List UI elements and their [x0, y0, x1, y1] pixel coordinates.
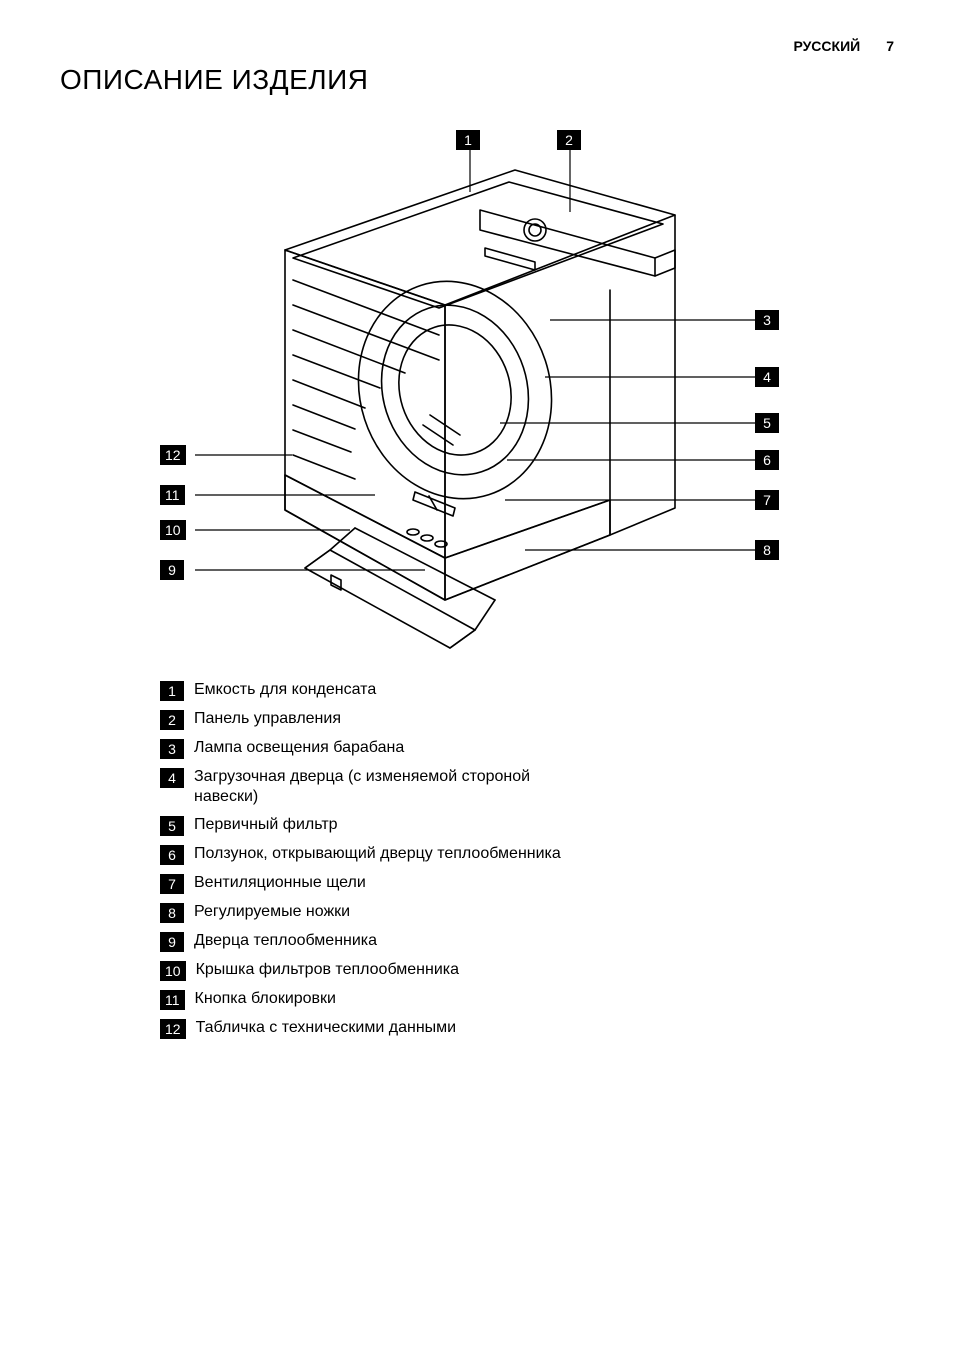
callout-9: 9	[160, 560, 184, 580]
language-label: РУССКИЙ	[793, 38, 860, 54]
legend-badge: 11	[160, 990, 185, 1010]
legend-item-6: 6 Ползунок, открывающий дверцу теплообмен…	[160, 844, 590, 865]
legend-item-2: 2 Панель управления	[160, 709, 590, 730]
legend-text: Дверца теплообменника	[194, 931, 377, 951]
legend-item-10: 10 Крышка фильтров теплообменника	[160, 960, 590, 981]
callout-4: 4	[755, 367, 779, 387]
legend-badge: 10	[160, 961, 186, 981]
callout-3: 3	[755, 310, 779, 330]
legend-badge: 4	[160, 768, 184, 788]
legend-item-8: 8 Регулируемые ножки	[160, 902, 590, 923]
legend-item-9: 9 Дверца теплообменника	[160, 931, 590, 952]
callout-1: 1	[456, 130, 480, 150]
header-row: РУССКИЙ 7	[60, 38, 894, 54]
page: РУССКИЙ 7 ОПИСАНИЕ ИЗДЕЛИЯ	[0, 0, 954, 1352]
legend-badge: 12	[160, 1019, 186, 1039]
legend-list: 1 Емкость для конденсата 2 Панель управлени…	[160, 680, 590, 1039]
callout-8: 8	[755, 540, 779, 560]
callout-7: 7	[755, 490, 779, 510]
legend-badge: 3	[160, 739, 184, 759]
legend-badge: 7	[160, 874, 184, 894]
legend-item-7: 7 Вентиляционные щели	[160, 873, 590, 894]
callout-5: 5	[755, 413, 779, 433]
legend-text: Регулируемые ножки	[194, 902, 350, 922]
legend-text: Табличка с техническими данными	[196, 1018, 457, 1038]
legend-text: Емкость для конденсата	[194, 680, 376, 700]
callout-2: 2	[557, 130, 581, 150]
page-title: ОПИСАНИЕ ИЗДЕЛИЯ	[60, 64, 894, 96]
callout-12: 12	[160, 445, 186, 465]
legend-badge: 9	[160, 932, 184, 952]
legend-item-4: 4 Загрузочная дверца (с изменяемой сторон…	[160, 767, 590, 807]
diagram-svg	[155, 130, 895, 650]
legend-badge: 5	[160, 816, 184, 836]
legend-item-11: 11 Кнопка блокировки	[160, 989, 590, 1010]
legend-badge: 8	[160, 903, 184, 923]
product-diagram: 123456781211109	[155, 130, 895, 650]
callout-6: 6	[755, 450, 779, 470]
legend-badge: 6	[160, 845, 184, 865]
legend-text: Загрузочная дверца (с изменяемой стороно…	[194, 767, 590, 807]
legend-item-5: 5 Первичный фильтр	[160, 815, 590, 836]
legend-text: Ползунок, открывающий дверцу теплообменн…	[194, 844, 561, 864]
legend-badge: 1	[160, 681, 184, 701]
legend-text: Вентиляционные щели	[194, 873, 366, 893]
legend-text: Лампа освещения барабана	[194, 738, 404, 758]
legend-item-3: 3 Лампа освещения барабана	[160, 738, 590, 759]
legend-text: Крышка фильтров теплообменника	[196, 960, 459, 980]
legend-item-12: 12 Табличка с техническими данными	[160, 1018, 590, 1039]
callout-11: 11	[160, 485, 185, 505]
legend-text: Панель управления	[194, 709, 341, 729]
legend-badge: 2	[160, 710, 184, 730]
callout-10: 10	[160, 520, 186, 540]
page-number: 7	[886, 38, 894, 54]
legend-item-1: 1 Емкость для конденсата	[160, 680, 590, 701]
legend-text: Первичный фильтр	[194, 815, 338, 835]
legend-text: Кнопка блокировки	[195, 989, 336, 1009]
